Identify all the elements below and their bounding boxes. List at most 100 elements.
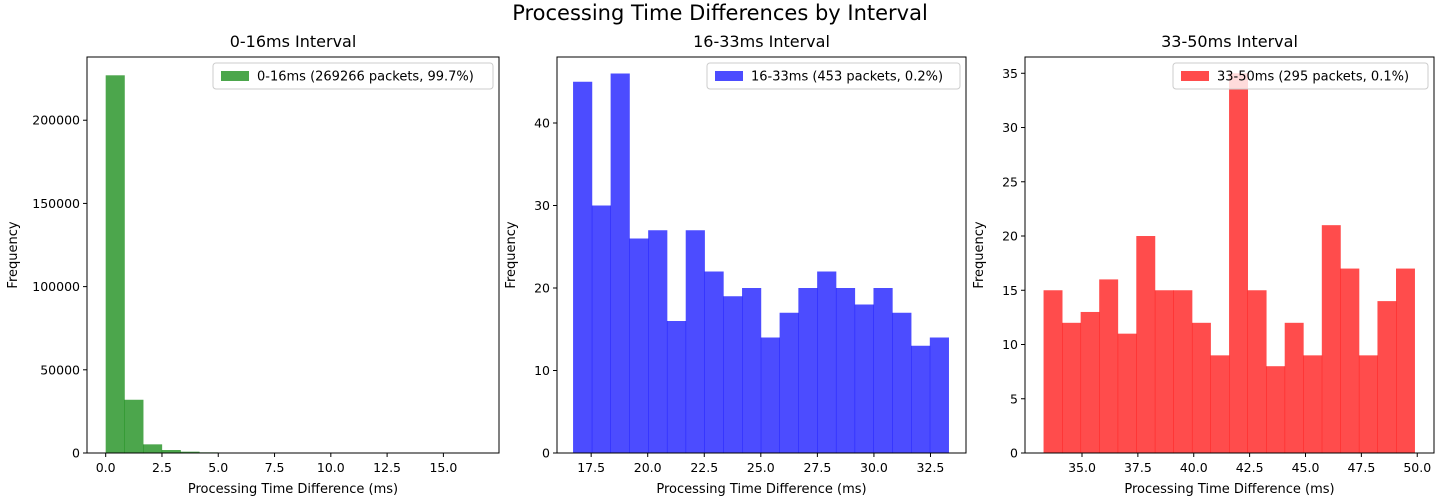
histogram-bar bbox=[1191, 322, 1211, 453]
y-axis-label: Frequency bbox=[6, 221, 21, 288]
histogram-bar bbox=[1247, 290, 1267, 453]
histogram-bar bbox=[1043, 290, 1063, 453]
histogram-bar bbox=[143, 444, 163, 453]
histogram-bar bbox=[1099, 279, 1119, 453]
histogram-bar bbox=[1062, 322, 1082, 453]
histogram-bars bbox=[573, 73, 949, 453]
x-tick-label: 37.5 bbox=[1124, 460, 1152, 475]
x-tick-label: 35.0 bbox=[1068, 460, 1096, 475]
legend-label: 16-33ms (453 packets, 0.2%) bbox=[751, 70, 943, 85]
legend-box bbox=[706, 62, 961, 90]
histogram-bar bbox=[854, 304, 874, 453]
panel-2: 17.5 20.0 22.5 25.0 27.5 30.0 32.5 0 10 20 30 40 16-… bbox=[504, 32, 967, 497]
histogram-bar bbox=[1173, 290, 1193, 453]
histogram-bar bbox=[742, 288, 762, 453]
y-tick-label: 0 bbox=[542, 446, 550, 461]
histogram-bar bbox=[1136, 236, 1156, 453]
histogram-bar bbox=[798, 288, 818, 453]
histogram-bar bbox=[1358, 355, 1378, 453]
histogram-bar bbox=[666, 321, 687, 453]
histogram-bar bbox=[1210, 355, 1230, 453]
legend: 33-50ms (295 packets, 0.1%) bbox=[1172, 62, 1429, 90]
histogram-bar bbox=[1377, 301, 1397, 453]
panel-title: 16-33ms Interval bbox=[693, 32, 830, 51]
legend: 16-33ms (453 packets, 0.2%) bbox=[706, 62, 961, 90]
x-tick-label: 27.5 bbox=[803, 460, 831, 475]
legend-label: 0-16ms (269266 packets, 99.7%) bbox=[257, 70, 474, 85]
axes-frame bbox=[1024, 56, 1435, 454]
histogram-bars bbox=[1043, 73, 1415, 453]
histogram-bar bbox=[161, 450, 181, 453]
x-tick-label: 7.5 bbox=[265, 460, 285, 475]
legend-label: 33-50ms (295 packets, 0.1%) bbox=[1217, 70, 1409, 85]
histogram-bar bbox=[1229, 73, 1249, 453]
histogram-bar bbox=[873, 288, 893, 453]
histogram-bar bbox=[685, 230, 705, 453]
x-tick-label: 20.0 bbox=[634, 460, 662, 475]
legend-swatch bbox=[1181, 71, 1209, 81]
histogram-bar bbox=[929, 337, 949, 453]
y-tick-label: 100000 bbox=[32, 279, 80, 294]
y-tick-label: 150000 bbox=[32, 196, 80, 211]
y-tick-label: 5 bbox=[1010, 391, 1018, 406]
x-tick-label: 15.0 bbox=[429, 460, 457, 475]
y-tick-label: 10 bbox=[1002, 337, 1018, 352]
histogram-bar bbox=[817, 271, 837, 453]
y-tick-label: 35 bbox=[1002, 66, 1018, 81]
x-tick-label: 10.0 bbox=[317, 460, 345, 475]
histogram-bar bbox=[1284, 322, 1304, 453]
histogram-bar bbox=[1266, 366, 1286, 453]
x-tick-label: 40.0 bbox=[1180, 460, 1208, 475]
histogram-bar bbox=[1154, 290, 1174, 453]
x-tick-label: 45.0 bbox=[1292, 460, 1320, 475]
y-axis-label: Frequency bbox=[504, 221, 519, 288]
panel-3: 35.0 37.5 40.0 42.5 45.0 47.5 50.0 0 5 10 15 20 25 30… bbox=[972, 32, 1435, 497]
histogram-bar bbox=[760, 337, 780, 453]
figure-title: Processing Time Differences by Interval bbox=[512, 1, 928, 25]
y-tick-label: 50000 bbox=[40, 362, 80, 377]
histogram-bar bbox=[124, 399, 144, 453]
x-axis-label: Processing Time Difference (ms) bbox=[188, 482, 398, 497]
x-tick-label: 42.5 bbox=[1236, 460, 1264, 475]
histogram-bar bbox=[180, 451, 200, 453]
y-tick-label: 25 bbox=[1002, 174, 1018, 189]
y-tick-label: 0 bbox=[1010, 446, 1018, 461]
y-axis-label: Frequency bbox=[972, 221, 987, 288]
y-tick-label: 15 bbox=[1002, 283, 1018, 298]
histogram-bar bbox=[629, 238, 649, 453]
histogram-bar bbox=[648, 230, 668, 453]
legend-box bbox=[1172, 62, 1429, 90]
histogram-bar bbox=[610, 73, 630, 453]
histogram-bar bbox=[779, 312, 799, 453]
histogram-bar bbox=[1396, 268, 1415, 453]
x-tick-label: 22.5 bbox=[690, 460, 718, 475]
histogram-bar bbox=[1080, 311, 1100, 453]
axes-frame bbox=[556, 56, 967, 454]
x-tick-label: 12.5 bbox=[373, 460, 401, 475]
histogram-bar bbox=[1117, 333, 1137, 453]
histogram-bars bbox=[105, 75, 480, 453]
histogram-bar bbox=[1340, 268, 1360, 453]
x-tick-label: 5.0 bbox=[208, 460, 228, 475]
y-tick-label: 20 bbox=[1002, 229, 1018, 244]
x-tick-label: 47.5 bbox=[1347, 460, 1375, 475]
axes-frame bbox=[86, 56, 500, 454]
legend-box bbox=[212, 62, 494, 90]
legend-swatch bbox=[715, 71, 743, 81]
y-tick-label: 20 bbox=[534, 281, 550, 296]
legend: 0-16ms (269266 packets, 99.7%) bbox=[212, 62, 494, 90]
x-tick-label: 50.0 bbox=[1403, 460, 1431, 475]
histogram-bar bbox=[911, 345, 931, 453]
histogram-bar bbox=[105, 75, 125, 453]
panel-1: 0.0 2.5 5.0 7.5 10.0 12.5 15.0 0 50000 100000 1500… bbox=[6, 32, 500, 497]
y-tick-label: 30 bbox=[1002, 120, 1018, 135]
legend-swatch bbox=[221, 71, 249, 81]
x-axis-label: Processing Time Difference (ms) bbox=[1124, 482, 1334, 497]
y-tick-label: 0 bbox=[72, 446, 80, 461]
y-tick-label: 30 bbox=[534, 198, 550, 213]
x-tick-label: 17.5 bbox=[577, 460, 605, 475]
histogram-bar bbox=[835, 288, 856, 453]
histogram-bar bbox=[723, 296, 743, 453]
x-tick-label: 2.5 bbox=[152, 460, 172, 475]
